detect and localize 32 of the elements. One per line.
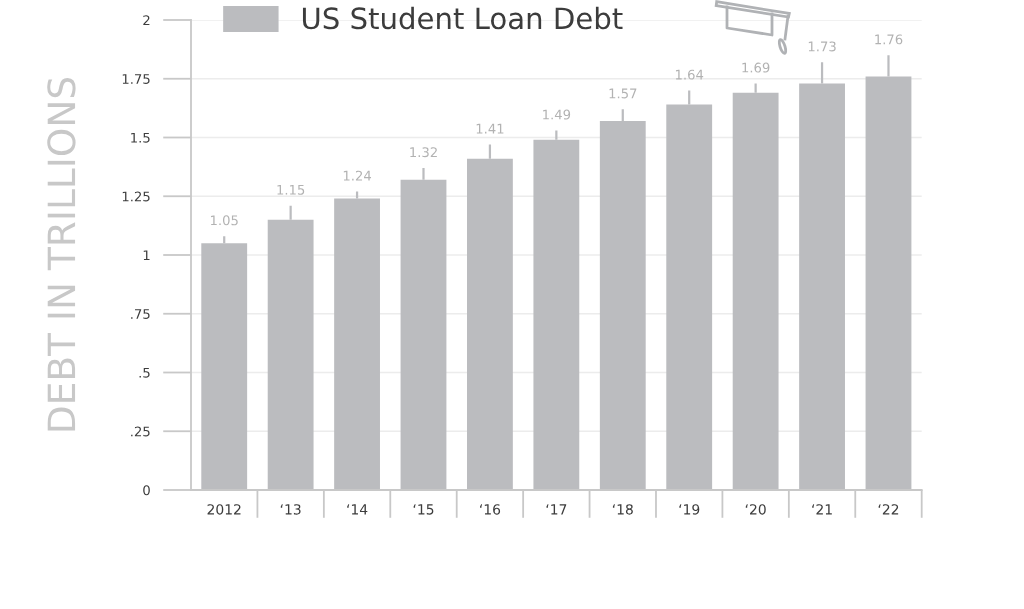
y-tick-label: .25 [131, 426, 150, 437]
x-tick-label: ‘18 [612, 504, 633, 515]
data-label: 1.73 [808, 41, 836, 52]
y-tick-label: 1.5 [131, 132, 150, 143]
x-tick-label: ‘22 [878, 504, 899, 515]
x-tick-label: ‘19 [679, 504, 700, 515]
legend-label: US Student Loan Debt [302, 6, 623, 30]
y-tick-label: 0 [143, 485, 150, 496]
x-tick-label: 2012 [207, 504, 241, 515]
x-tick-label: ‘20 [745, 504, 766, 515]
y-tick-label: 1.25 [122, 191, 150, 202]
data-label: 1.76 [875, 34, 903, 45]
data-label: 1.57 [609, 88, 637, 99]
x-tick-label: ‘14 [347, 504, 368, 515]
data-label: 1.49 [543, 109, 571, 120]
data-label: 1.69 [742, 62, 770, 73]
y-tick-label: .75 [131, 309, 150, 319]
y-tick-label: 2 [143, 15, 150, 26]
x-tick-label: ‘21 [812, 504, 832, 515]
data-label: 1.15 [277, 184, 305, 195]
data-label: 1.64 [675, 69, 704, 80]
y-tick-label: 1 [143, 250, 150, 261]
x-tick-label: ‘13 [280, 504, 301, 515]
data-label: 1.05 [210, 215, 238, 226]
data-label: 1.32 [410, 147, 437, 158]
data-label: 1.24 [343, 170, 372, 181]
data-label: 1.41 [476, 123, 504, 134]
x-tick-label: ‘15 [413, 504, 434, 515]
x-tick-label: ‘17 [546, 504, 567, 515]
x-tick-label: ‘16 [480, 504, 501, 515]
y-tick-label: 1.75 [122, 74, 150, 84]
y-tick-label: .5 [139, 367, 150, 378]
